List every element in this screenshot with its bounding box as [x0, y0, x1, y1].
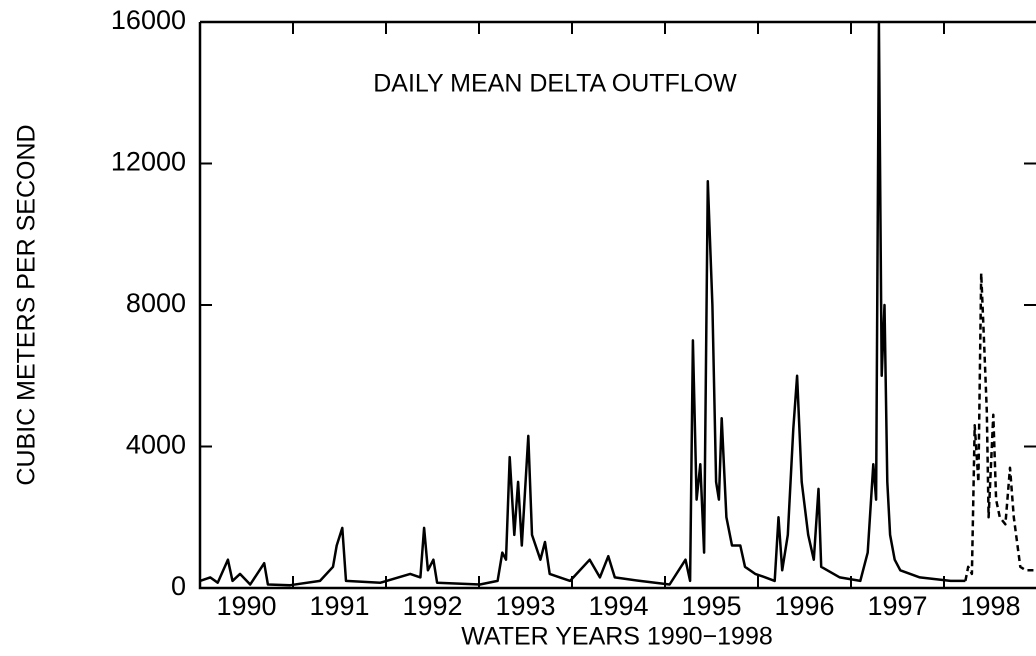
x-axis-label: WATER YEARS 1990−1998	[461, 623, 773, 651]
x-tick-label: 1998	[960, 591, 1020, 621]
y-tick-label: 12000	[111, 147, 186, 177]
chart-title: DAILY MEAN DELTA OUTFLOW	[373, 70, 737, 98]
plot-frame	[198, 20, 1036, 590]
y-tick-label: 16000	[111, 5, 186, 35]
flow-line	[964, 271, 1036, 582]
x-tick-label: 1990	[216, 591, 276, 621]
x-tick-label: 1997	[867, 591, 927, 621]
y-tick-label: 0	[171, 571, 186, 601]
x-tick-label: 1996	[774, 591, 834, 621]
flow-line	[199, 20, 966, 587]
x-tick-label: 1991	[309, 591, 369, 621]
x-tick-label: 1993	[495, 591, 555, 621]
x-tick-label: 1992	[402, 591, 462, 621]
y-tick-label: 4000	[126, 430, 186, 460]
x-tick-label: 1995	[681, 591, 741, 621]
y-axis-label: CUBIC METERS PER SECOND	[13, 124, 41, 485]
y-tick-label: 8000	[126, 288, 186, 318]
x-tick-label: 1994	[588, 591, 648, 621]
